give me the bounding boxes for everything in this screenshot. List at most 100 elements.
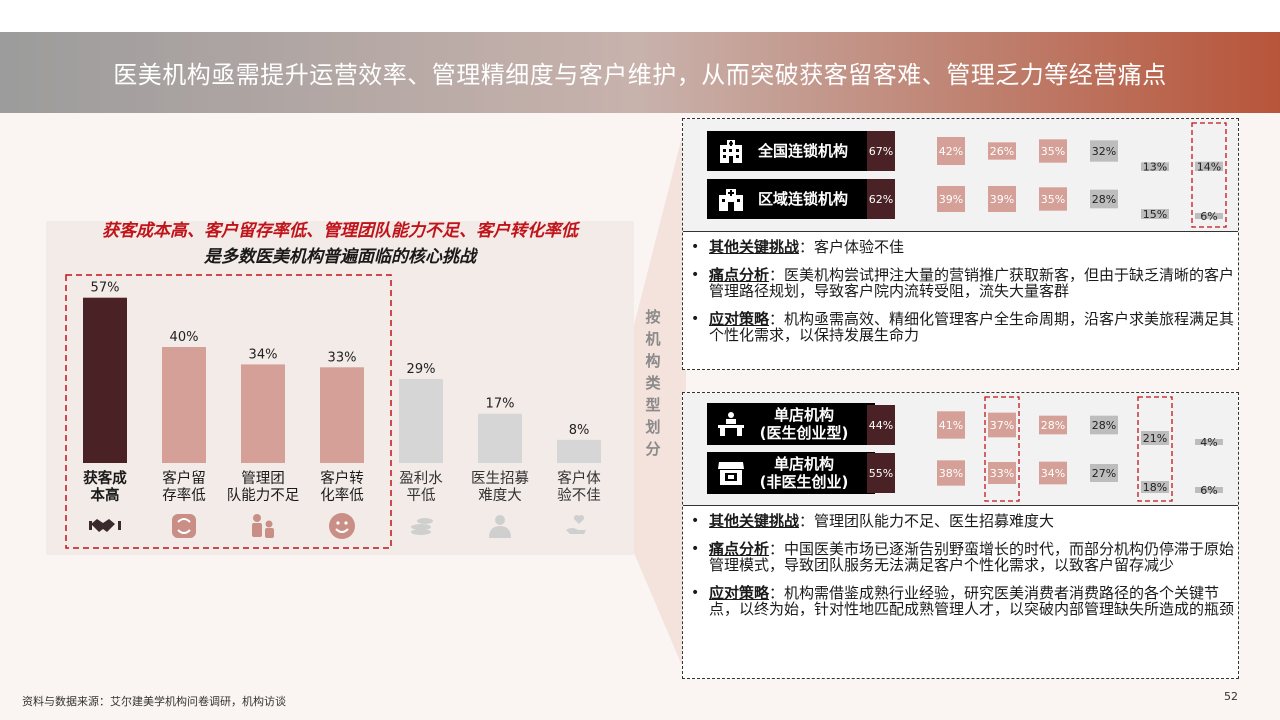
bullet-item: 其他关键挑战：管理团队能力不足、医生招募难度大: [683, 513, 1238, 529]
mini-bar: [1039, 187, 1067, 211]
bullet-item: 其他关键挑战：客户体验不佳: [683, 239, 1238, 255]
bullet-key: 应对策略: [709, 310, 770, 328]
mini-bar-label: 33%: [990, 467, 1014, 480]
label-single-doctor: 单店机构 (医生创业型): [707, 403, 875, 445]
chain-chart-area: 全国连锁机构 区域连锁机构 67% 42% 26% 35% 32% 13% 14% 62% 39…: [683, 119, 1238, 232]
mini-bar: [988, 186, 1016, 212]
mini-bar: [867, 405, 895, 445]
category-label: 客户体: [557, 470, 601, 487]
page-number: 52: [1224, 690, 1238, 703]
mini-bar-label: 13%: [1143, 161, 1167, 174]
mini-bar: [937, 186, 965, 212]
bar-value-label: 29%: [407, 362, 436, 377]
bullet-key: 其他关键挑战: [709, 238, 800, 256]
mini-bar-label: 28%: [1092, 419, 1116, 432]
bar-2: [162, 347, 206, 463]
mini-bar: [988, 142, 1016, 160]
mini-bar-label: 6%: [1200, 210, 1217, 223]
bullet-item: 痛点分析：医美机构尝试押注大量的营销推广获取新客，但由于缺乏清晰的客户管理路径规…: [683, 267, 1238, 299]
bar-4: [320, 367, 364, 463]
chain-bullets: 其他关键挑战：客户体验不佳痛点分析：医美机构尝试押注大量的营销推广获取新客，但由…: [683, 239, 1238, 355]
bullet-item: 应对策略：机构亟需高效、精细化管理客户全生命周期，沿客户求美旅程满足其个性化需求…: [683, 311, 1238, 343]
category-label: 客户转: [320, 470, 364, 487]
mini-bar: [1195, 487, 1223, 493]
category-label: 存率低: [162, 487, 206, 504]
mini-bar: [1195, 161, 1223, 171]
bullet-key: 其他关键挑战: [709, 512, 800, 530]
category-label: 平低: [407, 487, 436, 504]
category-label: 队能力不足: [227, 487, 300, 504]
mini-bar: [1090, 415, 1118, 435]
mini-bar: [937, 460, 965, 486]
category-label: 本高: [91, 486, 120, 504]
bullet-text: ：管理团队能力不足、医生招募难度大: [799, 512, 1055, 530]
mini-bar-label: 39%: [990, 193, 1014, 206]
mini-bar: [1141, 481, 1169, 493]
bar-3: [241, 364, 285, 463]
bullet-text: ：机构需借鉴成熟行业经验，研究医美消费者消费路径的各个关键节点，以终为始，针对性…: [709, 584, 1235, 618]
label-national-chain-text: 全国连锁机构: [757, 142, 848, 160]
mini-highlight-frame: [984, 396, 1020, 502]
mini-bar-label: 15%: [1143, 208, 1167, 221]
mini-bar-label: 62%: [869, 193, 893, 206]
handshake-icon: [89, 519, 121, 532]
chain-mini-bars: 67% 42% 26% 35% 32% 13% 14% 62% 39% 39% 35% 28% 15% 6…: [867, 122, 1227, 228]
clinic-building-icon: [719, 189, 743, 211]
mini-bar-label: 44%: [869, 419, 893, 432]
bar-value-label: 8%: [569, 423, 590, 438]
vertical-label-char: 划: [645, 418, 661, 436]
mini-bar: [1141, 162, 1169, 171]
mini-bar-label: 41%: [939, 419, 963, 432]
mini-bar-label: 38%: [939, 467, 963, 480]
mini-bar: [1090, 464, 1118, 482]
vertical-label-char: 机: [645, 330, 661, 348]
footer-source: 资料与数据来源：艾尔建美学机构问卷调研，机构访谈: [22, 695, 286, 708]
category-label: 盈利水: [399, 470, 443, 487]
vertical-category-label: 按机构类型划分: [644, 306, 662, 460]
mini-bar-label: 35%: [1041, 145, 1065, 158]
mini-bar: [1195, 213, 1223, 219]
bar-value-label: 17%: [486, 397, 515, 412]
mini-highlight-frame: [1191, 122, 1227, 228]
label-regional-chain: 区域连锁机构: [707, 179, 875, 219]
headline-line-1: 获客成本高、客户留存率低、管理团队能力不足、客户转化率低: [102, 221, 578, 241]
mini-bar-label: 37%: [990, 419, 1014, 432]
mini-bar-label: 6%: [1200, 484, 1217, 497]
mini-bar: [867, 131, 895, 171]
label-single-doctor-text: 单店机构 (医生创业型): [759, 406, 849, 442]
mini-bar-label: 21%: [1143, 432, 1167, 445]
vertical-label-char: 分: [645, 440, 661, 458]
mini-bar: [988, 412, 1016, 438]
coins-icon: [411, 518, 433, 535]
headline-line-2: 是多数医美机构普遍面临的核心挑战: [204, 247, 476, 267]
mini-bar: [1090, 140, 1118, 162]
bar-6: [478, 413, 522, 463]
left-headline: 获客成本高、客户留存率低、管理团队能力不足、客户转化率低 是多数医美机构普遍面临…: [46, 218, 634, 270]
mini-bar: [1039, 139, 1067, 163]
single-store-mini-bars: 44% 41% 37% 28% 28% 21% 4% 55% 38% 33% 34% 27% 18% 6%: [867, 396, 1223, 502]
header-bar: 医美机构亟需提升运营效率、管理精细度与客户维护，从而突破获客留客难、管理乏力等经…: [0, 32, 1280, 113]
chain-institutions-box: 全国连锁机构 区域连锁机构 67% 42% 26% 35% 32% 13% 14% 62% 39…: [682, 118, 1239, 370]
label-single-nondoctor-text: 单店机构 (非医生创业): [759, 455, 849, 491]
bullet-text: ：医美机构尝试押注大量的营销推广获取新客，但由于缺乏清晰的客户管理路径规划，导致…: [709, 266, 1235, 300]
category-label: 管理团: [241, 470, 285, 487]
bar-1: [83, 297, 127, 463]
single-store-chart-area: 单店机构 (医生创业型) 单店机构 (非医生创业) 44% 41% 37% 28% 28…: [683, 393, 1238, 506]
mini-bar: [867, 179, 895, 219]
mini-bar-label: 34%: [1041, 467, 1065, 480]
category-label: 验不佳: [557, 487, 601, 504]
vertical-label-char: 类: [645, 374, 661, 392]
mini-bar-label: 26%: [990, 145, 1014, 158]
mini-bar: [1195, 439, 1223, 445]
bar-value-label: 33%: [328, 350, 357, 365]
bullet-text: ：中国医美市场已逐渐告别野蛮增长的时代，而部分机构仍停滞于原始管理模式，导致团队…: [709, 540, 1235, 574]
bullet-key: 痛点分析: [709, 266, 770, 284]
vertical-label-char: 型: [645, 396, 661, 414]
mini-bar: [988, 462, 1016, 484]
bullet-text: ：机构亟需高效、精细化管理客户全生命周期，沿客户求美旅程满足其个性化需求，以保持…: [709, 310, 1235, 344]
single-store-box: 单店机构 (医生创业型) 单店机构 (非医生创业) 44% 41% 37% 28% 28…: [682, 392, 1239, 679]
mini-bar-label: 28%: [1041, 419, 1065, 432]
label-national-chain: 全国连锁机构: [707, 131, 875, 171]
mini-bar: [1090, 189, 1118, 209]
mini-bar-label: 32%: [1092, 145, 1116, 158]
